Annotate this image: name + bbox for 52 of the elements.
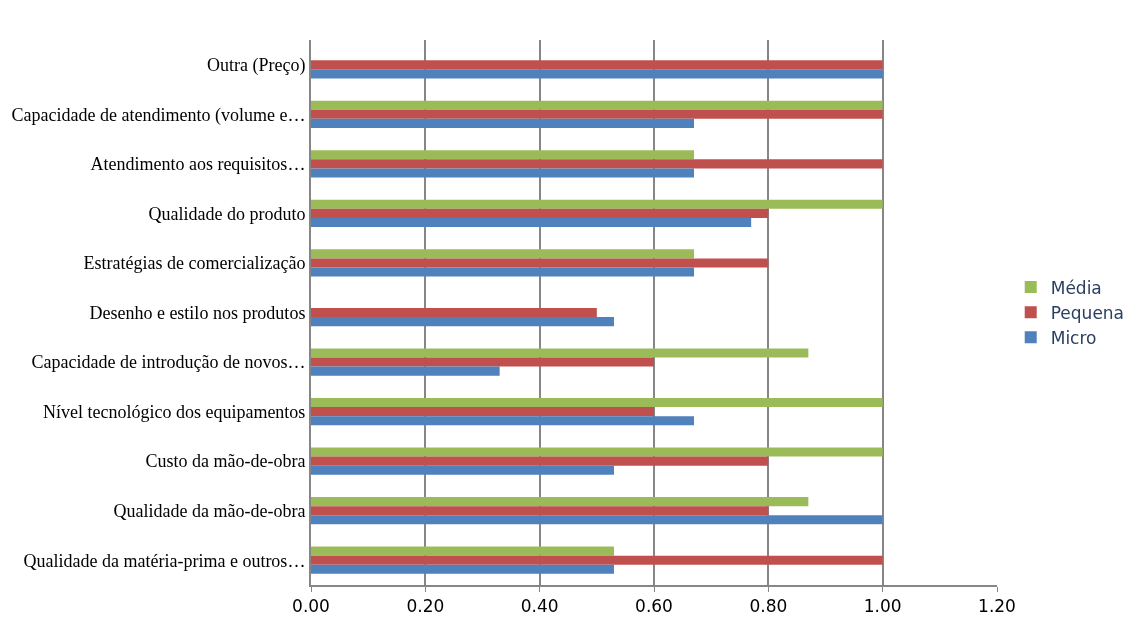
bar — [311, 564, 614, 574]
x-tick-label: 0.40 — [520, 596, 559, 617]
bar — [311, 416, 695, 426]
bar — [311, 515, 883, 525]
bar — [311, 465, 614, 475]
y-tick-label: Outra (Preço) — [206, 55, 306, 77]
bar — [311, 249, 695, 259]
bar — [311, 159, 883, 169]
legend-label: Pequena — [1050, 302, 1125, 323]
bar — [311, 118, 695, 128]
bar — [311, 69, 883, 79]
bar — [311, 348, 809, 358]
x-tick-label: 0.80 — [749, 596, 788, 617]
bar — [311, 109, 883, 119]
bar — [311, 447, 883, 457]
x-tick-label: 0.20 — [406, 596, 445, 617]
bar — [311, 497, 809, 507]
x-tick-label: 0.00 — [292, 596, 330, 617]
y-tick-label: Estratégias de comercialização — [83, 253, 306, 274]
bar — [311, 407, 654, 417]
y-tick-label: Custo da mão-de-obra — [145, 451, 306, 472]
y-tick-label: Qualidade do produto — [148, 203, 306, 224]
bar — [311, 150, 695, 160]
x-tick-label: 0.60 — [635, 596, 673, 617]
bar — [311, 267, 695, 277]
y-tick-label: Capacidade de atendimento (volume e… — [11, 104, 306, 126]
bar — [311, 258, 769, 268]
bar — [311, 506, 769, 516]
bar — [311, 317, 614, 327]
bar — [311, 366, 500, 376]
bar — [311, 168, 695, 178]
y-tick-label: Capacidade de introdução de novos… — [31, 352, 306, 373]
legend-label: Média — [1050, 277, 1102, 298]
y-tick-label: Qualidade da mão-de-obra — [113, 500, 306, 521]
bar — [311, 199, 883, 209]
bar — [311, 546, 614, 556]
y-tick-label: Desenho e estilo nos produtos — [89, 302, 306, 323]
bar — [311, 60, 883, 70]
y-tick-label: Qualidade da matéria-prima e outros… — [23, 550, 306, 571]
x-tick-label: 1.20 — [978, 596, 1016, 617]
x-tick-label: 1.00 — [863, 596, 902, 617]
y-tick-label: Atendimento aos requisitos… — [90, 154, 306, 175]
bar — [311, 217, 752, 228]
bar — [311, 307, 597, 318]
bar — [311, 357, 654, 367]
y-tick-label: Nível tecnológico dos equipamentos — [42, 401, 306, 422]
legend-label: Micro — [1050, 327, 1097, 348]
bar — [311, 555, 883, 565]
bar — [311, 208, 769, 218]
bar — [311, 100, 883, 110]
bar — [311, 456, 769, 466]
bar — [311, 397, 883, 408]
